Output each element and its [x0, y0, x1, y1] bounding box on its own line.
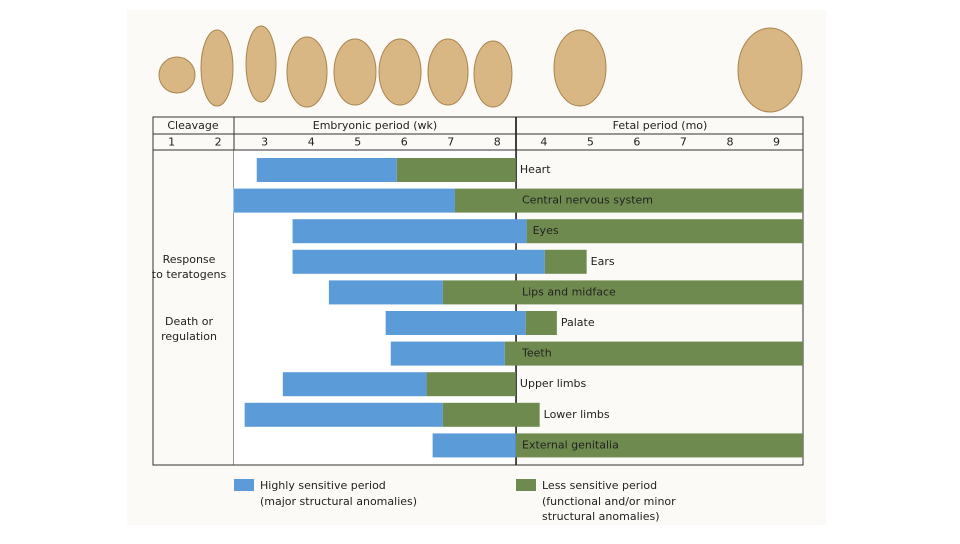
- row-label: External genitalia: [522, 438, 619, 451]
- x-tick-label: 8: [726, 136, 733, 149]
- period-bar: [515, 433, 803, 458]
- period-bar: [256, 158, 397, 182]
- row-label: Eyes: [533, 224, 559, 237]
- x-tick-label: 1: [168, 136, 175, 149]
- period-bar: [426, 372, 516, 397]
- period-bar: [526, 219, 803, 244]
- x-tick-label: 3: [261, 136, 268, 149]
- side-label: Death or: [165, 315, 213, 328]
- side-label: Response: [163, 253, 216, 266]
- period-bar: [432, 433, 516, 458]
- x-tick-label: 5: [587, 136, 594, 149]
- x-tick-label: 7: [447, 136, 454, 149]
- period-bar: [442, 280, 803, 305]
- x-tick-label: 4: [540, 136, 547, 149]
- header: Embryonic period (wk): [313, 119, 437, 132]
- legend-description: (functional and/or minor: [542, 495, 676, 508]
- row-label: Lips and midface: [522, 285, 616, 298]
- legend-swatch: [516, 479, 536, 491]
- period-bar: [544, 249, 587, 274]
- row-label: Ears: [591, 255, 615, 268]
- row-label: Lower limbs: [544, 408, 610, 421]
- period-bar: [282, 372, 427, 397]
- x-tick-label: 8: [494, 136, 501, 149]
- legend-swatch: [234, 479, 254, 491]
- x-tick-label: 6: [633, 136, 640, 149]
- period-bar: [525, 311, 557, 335]
- period-bar: [233, 188, 455, 213]
- x-tick-label: 7: [680, 136, 687, 149]
- legend-description: structural anomalies): [542, 510, 660, 523]
- row-label: Upper limbs: [520, 377, 587, 390]
- period-bar: [385, 311, 526, 335]
- period-bar: [454, 188, 803, 213]
- side-label: regulation: [161, 330, 217, 343]
- row-label: Palate: [561, 316, 595, 329]
- x-tick-label: 5: [354, 136, 361, 149]
- x-tick-label: 4: [308, 136, 315, 149]
- embryo-illustrations: [158, 25, 803, 113]
- legend-label: Less sensitive period: [542, 479, 657, 492]
- period-bar: [442, 402, 540, 427]
- side-label: to teratogens: [152, 268, 227, 281]
- period-bar: [328, 280, 443, 305]
- x-tick-label: 2: [215, 136, 222, 149]
- period-bar: [244, 402, 443, 427]
- legend-description: (major structural anomalies): [260, 495, 417, 508]
- legend-label: Highly sensitive period: [260, 479, 386, 492]
- row-label: Central nervous system: [522, 194, 653, 207]
- x-tick-label: 9: [773, 136, 780, 149]
- header: Cleavage: [167, 119, 218, 132]
- x-tick-label: 6: [401, 136, 408, 149]
- period-bar: [396, 158, 516, 182]
- period-bar: [292, 219, 527, 244]
- header: Fetal period (mo): [613, 119, 708, 132]
- period-bar: [390, 341, 505, 366]
- period-bar: [292, 249, 545, 274]
- period-bar: [504, 341, 803, 366]
- row-label: Heart: [520, 163, 551, 176]
- row-label: Teeth: [521, 347, 552, 360]
